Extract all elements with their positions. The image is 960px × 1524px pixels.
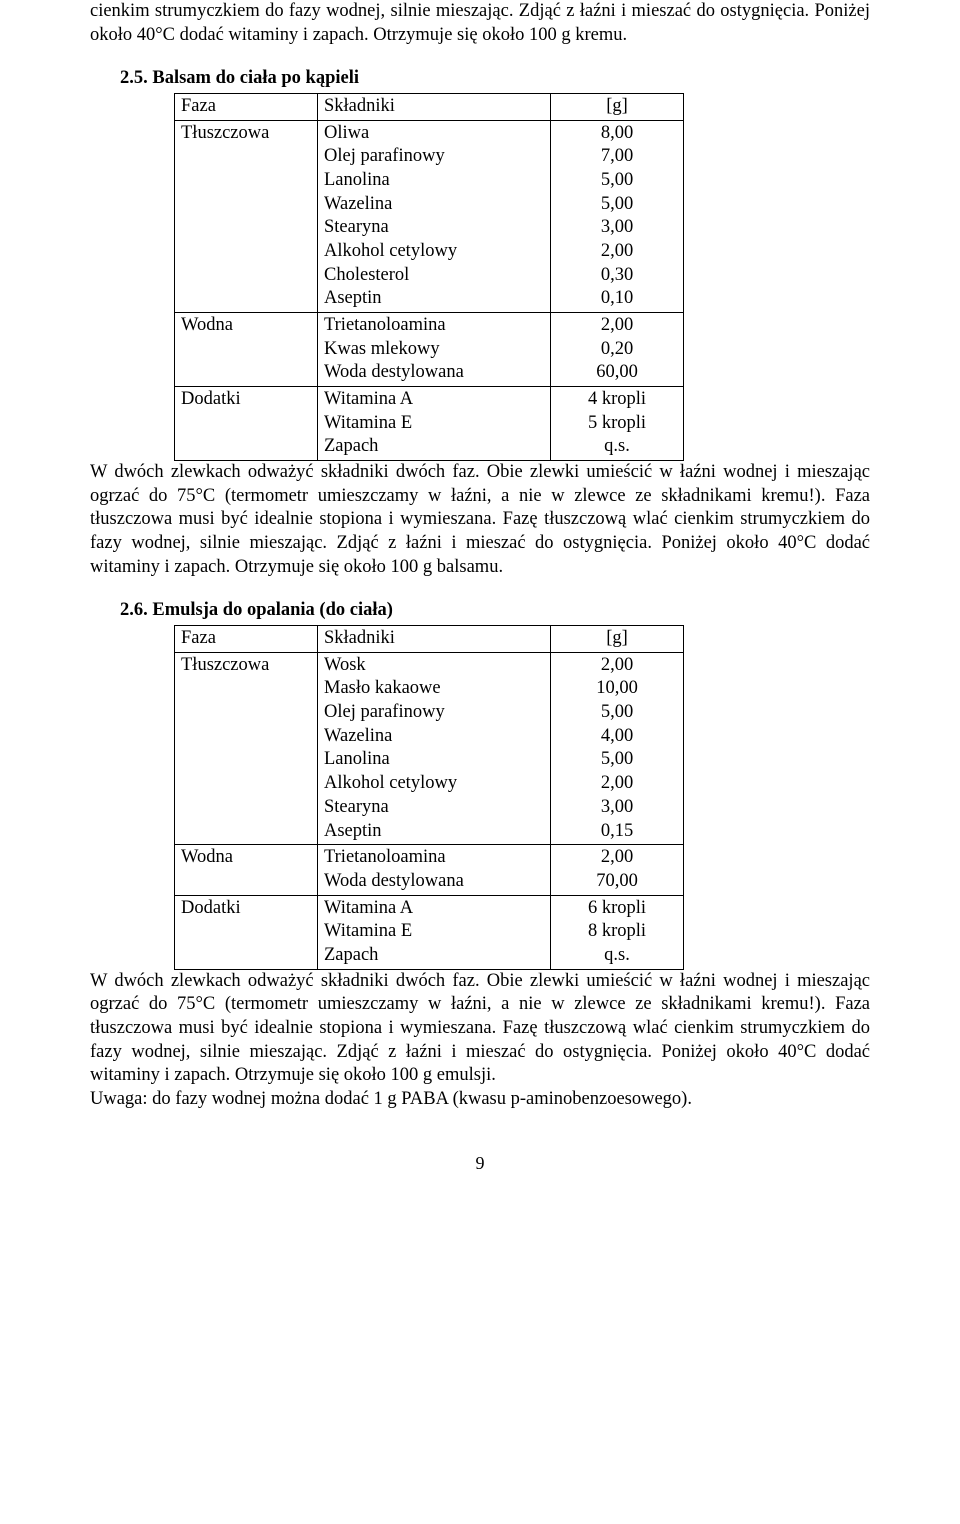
items-cell: TrietanoloaminaWoda destylowana [318, 845, 551, 895]
section-26-note: Uwaga: do fazy wodnej można dodać 1 g PA… [90, 1088, 870, 1112]
table-row: Wodna TrietanoloaminaWoda destylowana 2,… [175, 845, 684, 895]
vals-cell: 2,0010,005,004,005,002,003,000,15 [551, 652, 684, 844]
section-26-heading: 2.6. Emulsja do opalania (do ciała) [120, 599, 870, 623]
vals-cell: 2,000,2060,00 [551, 313, 684, 387]
intro-paragraph: cienkim strumyczkiem do fazy wodnej, sil… [90, 0, 870, 47]
items-cell: Witamina AWitamina EZapach [318, 895, 551, 969]
vals-cell: 4 kropli5 kropliq.s. [551, 387, 684, 461]
phase-cell: Wodna [175, 313, 318, 387]
table-row: Wodna TrietanoloaminaKwas mlekowyWoda de… [175, 313, 684, 387]
table-row: Faza Składniki [g] [175, 94, 684, 121]
table-row: Faza Składniki [g] [175, 626, 684, 653]
table-row: Dodatki Witamina AWitamina EZapach 4 kro… [175, 387, 684, 461]
phase-cell: Tłuszczowa [175, 120, 318, 312]
section-25-heading: 2.5. Balsam do ciała po kąpieli [120, 67, 870, 91]
table-row: Tłuszczowa OliwaOlej parafinowyLanolinaW… [175, 120, 684, 312]
header-g: [g] [551, 94, 684, 121]
section-25-paragraph: W dwóch zlewkach odważyć składniki dwóch… [90, 461, 870, 579]
header-skladniki: Składniki [318, 94, 551, 121]
table-emulsja: Faza Składniki [g] Tłuszczowa WoskMasło … [174, 625, 684, 969]
phase-cell: Dodatki [175, 387, 318, 461]
header-g: [g] [551, 626, 684, 653]
header-faza: Faza [175, 94, 318, 121]
section-26-paragraph: W dwóch zlewkach odważyć składniki dwóch… [90, 970, 870, 1088]
items-cell: OliwaOlej parafinowyLanolinaWazelinaStea… [318, 120, 551, 312]
vals-cell: 8,007,005,005,003,002,000,300,10 [551, 120, 684, 312]
vals-cell: 6 kropli8 kropliq.s. [551, 895, 684, 969]
items-cell: TrietanoloaminaKwas mlekowyWoda destylow… [318, 313, 551, 387]
phase-cell: Dodatki [175, 895, 318, 969]
items-cell: Witamina AWitamina EZapach [318, 387, 551, 461]
table-row: Tłuszczowa WoskMasło kakaoweOlej parafin… [175, 652, 684, 844]
header-skladniki: Składniki [318, 626, 551, 653]
page-number: 9 [90, 1152, 870, 1175]
header-faza: Faza [175, 626, 318, 653]
table-balsam: Faza Składniki [g] Tłuszczowa OliwaOlej … [174, 93, 684, 461]
phase-cell: Wodna [175, 845, 318, 895]
vals-cell: 2,0070,00 [551, 845, 684, 895]
items-cell: WoskMasło kakaoweOlej parafinowyWazelina… [318, 652, 551, 844]
phase-cell: Tłuszczowa [175, 652, 318, 844]
table-row: Dodatki Witamina AWitamina EZapach 6 kro… [175, 895, 684, 969]
